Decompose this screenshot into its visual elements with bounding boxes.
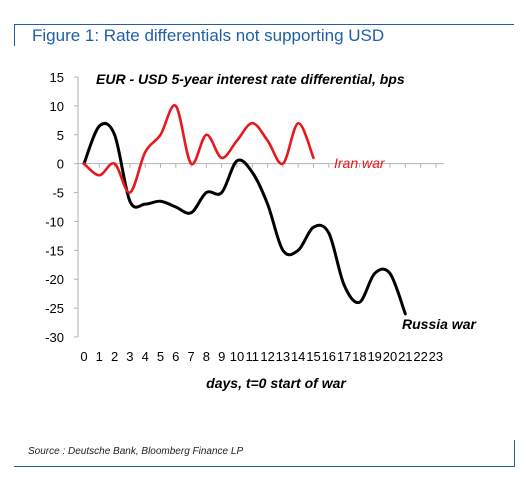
x-tick-label: 0 [80, 349, 87, 364]
y-tick-label: -10 [45, 214, 64, 229]
x-tick-label: 12 [260, 349, 274, 364]
x-tick-label: 13 [276, 349, 290, 364]
x-tick-label: 22 [413, 349, 427, 364]
x-tick-label: 3 [126, 349, 133, 364]
x-tick-label: 21 [398, 349, 412, 364]
chart-title: EUR - USD 5-year interest rate different… [96, 71, 405, 87]
series-label-iran-war: Iran war [334, 155, 386, 171]
x-tick-label: 11 [246, 349, 260, 364]
x-tick-label: 16 [322, 349, 336, 364]
x-tick-label: 4 [142, 349, 149, 364]
x-tick-label: 15 [306, 349, 320, 364]
y-tick-label: -30 [45, 330, 64, 345]
x-tick-label: 1 [96, 349, 103, 364]
x-tick-label: 19 [367, 349, 381, 364]
source-note: Source : Deutsche Bank, Bloomberg Financ… [28, 446, 244, 457]
y-tick-label: -15 [45, 243, 64, 258]
x-tick-label: 8 [203, 349, 210, 364]
x-tick-label: 10 [230, 349, 244, 364]
x-tick-label: 20 [383, 349, 397, 364]
figure-title: Figure 1: Rate differentials not support… [32, 26, 385, 45]
y-tick-label: -25 [45, 301, 64, 316]
series-line-russia-war [82, 121, 407, 316]
y-tick-label: 0 [57, 157, 64, 172]
x-tick-label: 7 [187, 349, 194, 364]
y-tick-label: 5 [57, 128, 64, 143]
x-axis-label: days, t=0 start of war [206, 375, 347, 391]
series-label-russia-war: Russia war [402, 316, 477, 332]
x-tick-label: 2 [111, 349, 118, 364]
x-tick-label: 23 [429, 349, 443, 364]
figure-border-bottom [14, 466, 515, 467]
y-tick-label: -5 [52, 186, 64, 201]
x-tick-label: 14 [291, 349, 305, 364]
y-tick-label: -20 [45, 272, 64, 287]
figure-border-right [514, 440, 515, 466]
x-tick-label: 17 [337, 349, 351, 364]
figure-border-left [14, 24, 15, 46]
series-line-iran-war [82, 104, 315, 194]
x-tick-label: 6 [172, 349, 179, 364]
x-tick-label: 9 [218, 349, 225, 364]
x-tick-label: 5 [157, 349, 164, 364]
y-tick-label: 15 [50, 70, 64, 85]
figure-border-top [14, 24, 514, 25]
x-tick-label: 18 [352, 349, 366, 364]
y-tick-label: 10 [50, 99, 64, 114]
